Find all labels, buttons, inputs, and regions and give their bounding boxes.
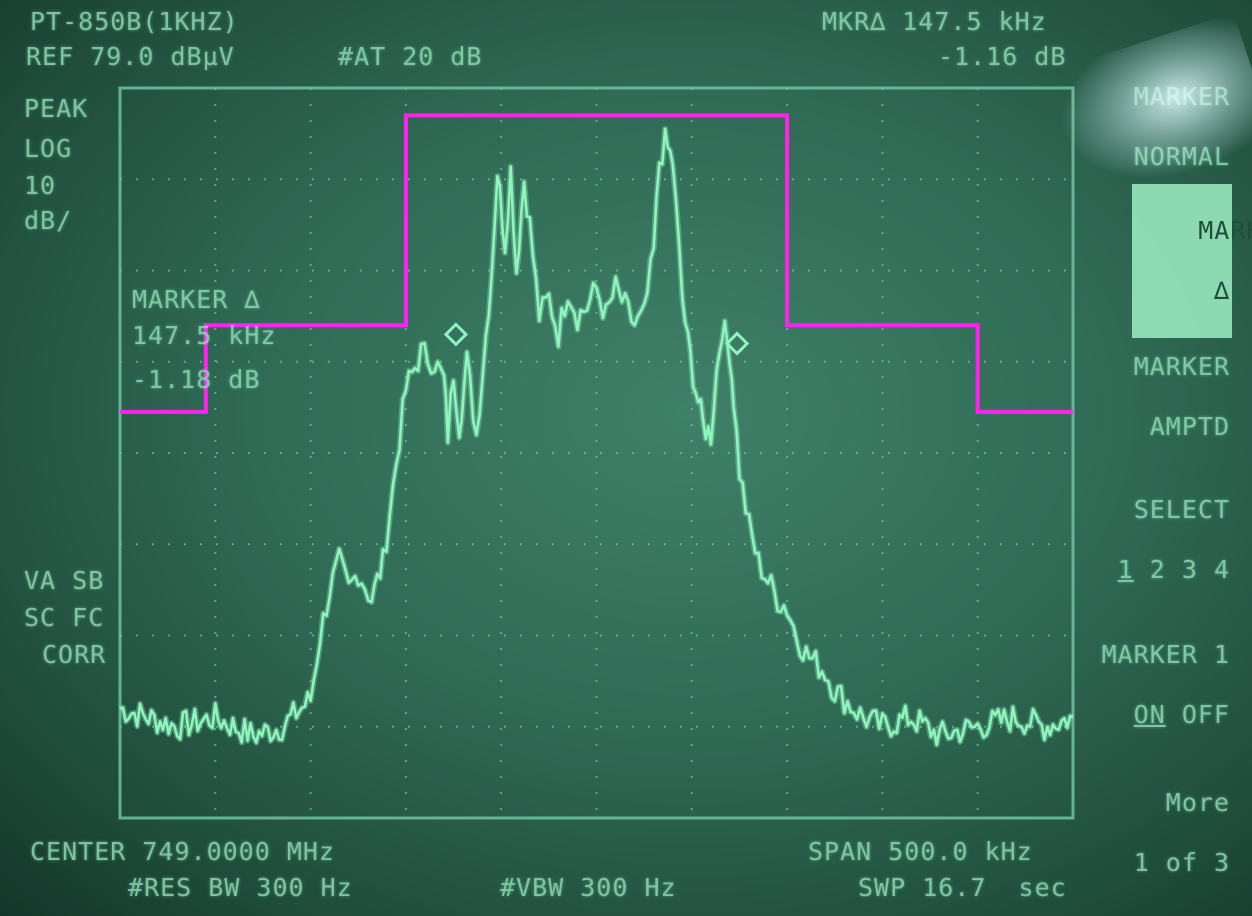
status-line-1: VA SB xyxy=(24,566,105,595)
softkey-marker-normal-line2: NORMAL xyxy=(1133,142,1230,171)
emission-mask xyxy=(120,113,1073,414)
spectrum-trace xyxy=(118,125,1075,748)
video-bandwidth: #VBW 300 Hz xyxy=(500,873,677,902)
scale-type: LOG xyxy=(24,134,73,163)
spectrum-trace-glow xyxy=(118,125,1075,748)
softkey-marker-normal-line1: MARKER xyxy=(1133,82,1230,111)
softkey-select[interactable]: SELECT 1 2 3 4 xyxy=(1053,465,1230,615)
softkey-marker-1[interactable]: MARKER 1 ON OFF xyxy=(1037,610,1230,760)
mask-line xyxy=(120,113,1073,414)
ref-level: REF 79.0 dBµV xyxy=(26,42,235,71)
attenuation: #AT 20 dB xyxy=(338,42,483,71)
softkey-more[interactable]: More 1 of 3 xyxy=(1069,758,1230,908)
softkey-select-option-1: 1 xyxy=(1117,555,1134,584)
marker-box-ampl: -1.18 dB xyxy=(132,365,261,394)
graticule-border xyxy=(118,86,1075,820)
softkey-marker-amptd-line1: MARKER xyxy=(1133,352,1230,381)
span: SPAN 500.0 kHz xyxy=(808,837,1033,866)
detector-mode: PEAK xyxy=(24,94,89,123)
softkey-marker-1-off: OFF xyxy=(1165,700,1230,729)
softkey-more-line2: 1 of 3 xyxy=(1133,848,1230,877)
marker-box-freq: 147.5 kHz xyxy=(132,321,277,350)
center-frequency: CENTER 749.0000 MHz xyxy=(30,837,335,866)
marker-readout-freq: MKR∆ 147.5 kHz xyxy=(822,7,1047,36)
softkey-marker-delta-line2: ∆ xyxy=(1213,276,1230,305)
marker-box-title: MARKER ∆ xyxy=(132,285,261,314)
softkey-more-line1: More xyxy=(1165,788,1230,817)
softkey-marker-1-on: ON xyxy=(1133,700,1166,729)
scale-value: 10 xyxy=(24,171,57,200)
marker-diamond-1 xyxy=(443,322,469,347)
marker-readout-ampl: -1.16 dB xyxy=(938,42,1067,71)
softkey-marker-delta-line1: MARKER xyxy=(1198,216,1252,245)
softkey-marker-1-line1: MARKER 1 xyxy=(1101,640,1230,669)
model-label: PT-850B(1KHZ) xyxy=(30,7,239,36)
status-line-3: CORR xyxy=(42,640,107,669)
softkey-select-line1: SELECT xyxy=(1133,495,1230,524)
marker-symbols xyxy=(443,322,750,356)
marker-diamond-2 xyxy=(724,331,750,356)
resolution-bandwidth: #RES BW 300 Hz xyxy=(128,873,353,902)
softkey-select-options: 2 3 4 xyxy=(1133,555,1230,584)
sweep-time: SWP 16.7 sec xyxy=(858,873,1067,902)
scale-unit: dB/ xyxy=(24,206,73,235)
softkey-marker-amptd-line2: AMPTD xyxy=(1149,412,1230,441)
status-line-2: SC FC xyxy=(24,603,105,632)
softkey-marker-delta[interactable]: MARKER ∆ xyxy=(1132,184,1252,338)
softkey-marker-amptd[interactable]: MARKER AMPTD xyxy=(1069,322,1230,472)
softkey-marker-normal[interactable]: MARKER NORMAL xyxy=(1069,52,1230,202)
spectrum-trace-line xyxy=(119,127,1074,747)
graticule xyxy=(118,86,1075,820)
